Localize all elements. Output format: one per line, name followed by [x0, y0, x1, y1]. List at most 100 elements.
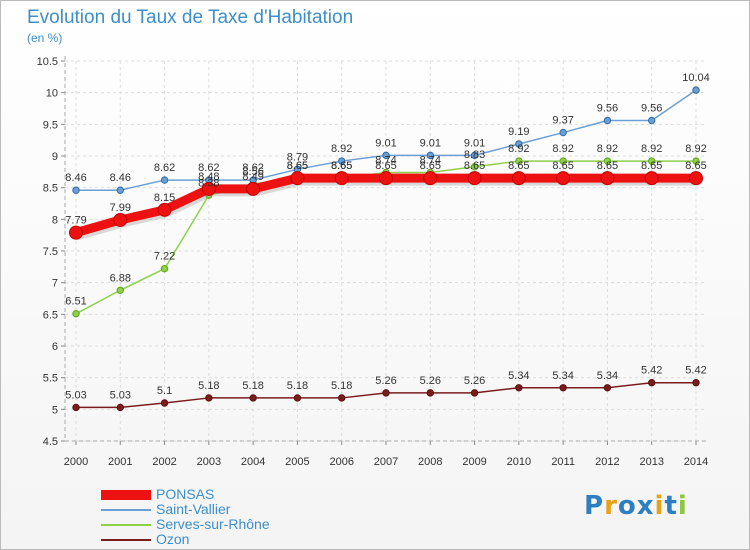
- data-label: 7.99: [110, 202, 131, 214]
- data-label: 8.65: [552, 160, 573, 172]
- data-label: 8.83: [464, 149, 485, 161]
- data-label: 5.03: [110, 389, 131, 401]
- data-point: [692, 379, 700, 387]
- data-label: 8.65: [331, 160, 352, 172]
- data-point: [382, 151, 390, 160]
- ytick-label: 10.5: [37, 56, 58, 68]
- legend-item-saint-vallier[interactable]: Saint-Vallier: [101, 502, 270, 517]
- data-label: 9.01: [420, 137, 441, 149]
- data-point: [116, 286, 124, 294]
- data-label: 8.62: [198, 162, 219, 174]
- data-point: [69, 225, 83, 240]
- data-point: [603, 157, 612, 165]
- data-point: [290, 171, 305, 186]
- data-label: 8.65: [287, 160, 308, 172]
- data-label: 9.01: [375, 137, 396, 149]
- legend-item-serves-sur-rhone[interactable]: Serves-sur-Rhône: [101, 517, 270, 532]
- xtick-label: 2009: [462, 456, 486, 468]
- logo-letter: r: [604, 491, 618, 521]
- xtick-label: 2002: [152, 456, 176, 468]
- data-label: 8.79: [287, 151, 308, 163]
- xtick-label: 2000: [64, 456, 88, 468]
- chart-title: Evolution du Taux de Taxe d'Habitation: [27, 7, 354, 28]
- ytick-label: 9.5: [43, 119, 58, 131]
- ytick-label: 8.5: [43, 183, 58, 195]
- data-point: [293, 394, 302, 402]
- data-label: 9.01: [464, 137, 485, 149]
- data-label: 8.92: [685, 143, 706, 155]
- data-label: 5.1: [157, 385, 172, 397]
- legend-label-ozon: Ozon: [156, 531, 190, 547]
- data-label: 8.62: [154, 162, 175, 174]
- data-point: [338, 394, 346, 402]
- data-point: [515, 140, 523, 148]
- xtick-label: 2008: [418, 456, 442, 468]
- data-point: [603, 116, 612, 125]
- data-label: 5.34: [552, 370, 573, 382]
- legend-swatch-ozon: [101, 538, 151, 541]
- series-ponsas: [69, 171, 703, 241]
- logo-letter: x: [636, 491, 655, 521]
- data-label: 7.22: [154, 251, 175, 263]
- data-point: [692, 86, 700, 94]
- data-label: 8.65: [375, 160, 396, 172]
- data-label: 8.65: [331, 160, 352, 172]
- xtick-label: 2004: [241, 456, 265, 468]
- data-point: [470, 151, 479, 160]
- data-point: [515, 157, 523, 165]
- legend-swatch-serves-sur-rhone: [101, 523, 151, 526]
- data-point: [515, 384, 523, 392]
- data-point: [160, 265, 169, 273]
- legend-label-serves-sur-rhone: Serves-sur-Rhône: [156, 516, 270, 532]
- data-label: 5.18: [331, 380, 352, 392]
- data-point: [692, 157, 700, 165]
- data-point: [556, 171, 571, 186]
- data-point: [249, 394, 257, 402]
- legend-item-ponsas[interactable]: PONSAS: [101, 487, 270, 502]
- data-point: [246, 181, 261, 196]
- data-label: 8.48: [198, 171, 219, 183]
- data-point: [382, 389, 390, 397]
- ytick-label: 5.5: [43, 373, 58, 385]
- ytick-label: 6: [52, 341, 58, 353]
- data-label: 5.34: [597, 370, 618, 382]
- data-point: [334, 171, 349, 186]
- xtick-label: 2007: [374, 456, 398, 468]
- legend-swatch-saint-vallier: [101, 508, 151, 511]
- data-point: [205, 394, 213, 402]
- data-label: 6.88: [110, 272, 131, 284]
- data-label: 5.34: [508, 370, 529, 382]
- data-label: 7.79: [65, 215, 86, 227]
- data-point: [426, 389, 434, 397]
- xtick-label: 2010: [507, 456, 531, 468]
- data-point: [72, 310, 80, 318]
- data-label: 9.56: [641, 103, 662, 115]
- data-point: [72, 403, 80, 412]
- ytick-label: 4.5: [43, 436, 58, 448]
- data-label: 5.18: [242, 380, 263, 392]
- xtick-label: 2003: [197, 456, 221, 468]
- data-point: [559, 384, 567, 392]
- data-label: 8.74: [375, 154, 396, 166]
- data-label: 8.65: [420, 160, 441, 172]
- data-label: 5.26: [375, 375, 396, 387]
- data-point: [426, 151, 434, 160]
- data-point: [603, 384, 612, 392]
- data-label: 10.04: [682, 72, 710, 84]
- data-point: [72, 186, 80, 194]
- ytick-label: 7.5: [43, 246, 58, 258]
- data-point: [157, 202, 172, 217]
- data-label: 9.56: [597, 103, 618, 115]
- legend-item-ozon[interactable]: Ozon: [101, 532, 270, 547]
- data-label: 8.65: [685, 160, 706, 172]
- data-label: 8.92: [331, 143, 352, 155]
- data-point: [470, 163, 479, 171]
- data-point: [113, 212, 128, 227]
- data-label: 8.92: [508, 143, 529, 155]
- data-label: 8.38: [198, 177, 219, 189]
- ytick-label: 8: [52, 214, 58, 226]
- data-label: 5.26: [464, 375, 485, 387]
- data-label: 6.51: [65, 296, 86, 308]
- data-label: 8.46: [110, 172, 131, 184]
- data-label: 8.65: [287, 160, 308, 172]
